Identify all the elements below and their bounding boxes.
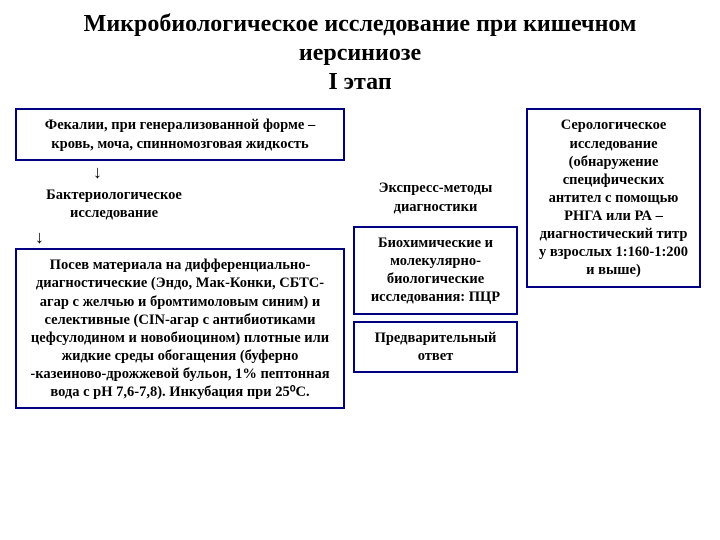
media-box: Посев материала на дифференциально-диагн… [15, 248, 345, 409]
arrow-row-2: ↓ [0, 226, 365, 248]
title-line-2: иерсиниозе [299, 40, 421, 66]
title-line-1: Микробиологическое исследование при кише… [84, 11, 637, 37]
left-column: Фекалии, при генерализованной форме – кр… [15, 108, 345, 409]
middle-column: Экспресс-методы диагностики Биохимически… [353, 108, 518, 409]
specimen-box: Фекалии, при генерализованной форме – кр… [15, 108, 345, 160]
biochem-box: Биохимические и молекулярно-биологически… [353, 226, 518, 315]
serology-box: Серологическое исследование (обнаружение… [526, 108, 701, 287]
down-arrow-icon: ↓ [93, 163, 102, 181]
page-title: Микробиологическое исследование при кише… [15, 10, 705, 96]
diagram-content: Фекалии, при генерализованной форме – кр… [15, 108, 705, 409]
right-column: Серологическое исследование (обнаружение… [526, 108, 701, 409]
down-arrow-icon: ↓ [35, 228, 44, 246]
prelim-answer-box: Предварительный ответ [353, 321, 518, 373]
bacteriological-label: Бактериологическое исследование [15, 183, 213, 227]
express-methods-label: Экспресс-методы диагностики [353, 176, 518, 220]
title-line-3: I этап [328, 69, 391, 95]
arrow-row-1: ↓ ↓ [15, 161, 345, 183]
